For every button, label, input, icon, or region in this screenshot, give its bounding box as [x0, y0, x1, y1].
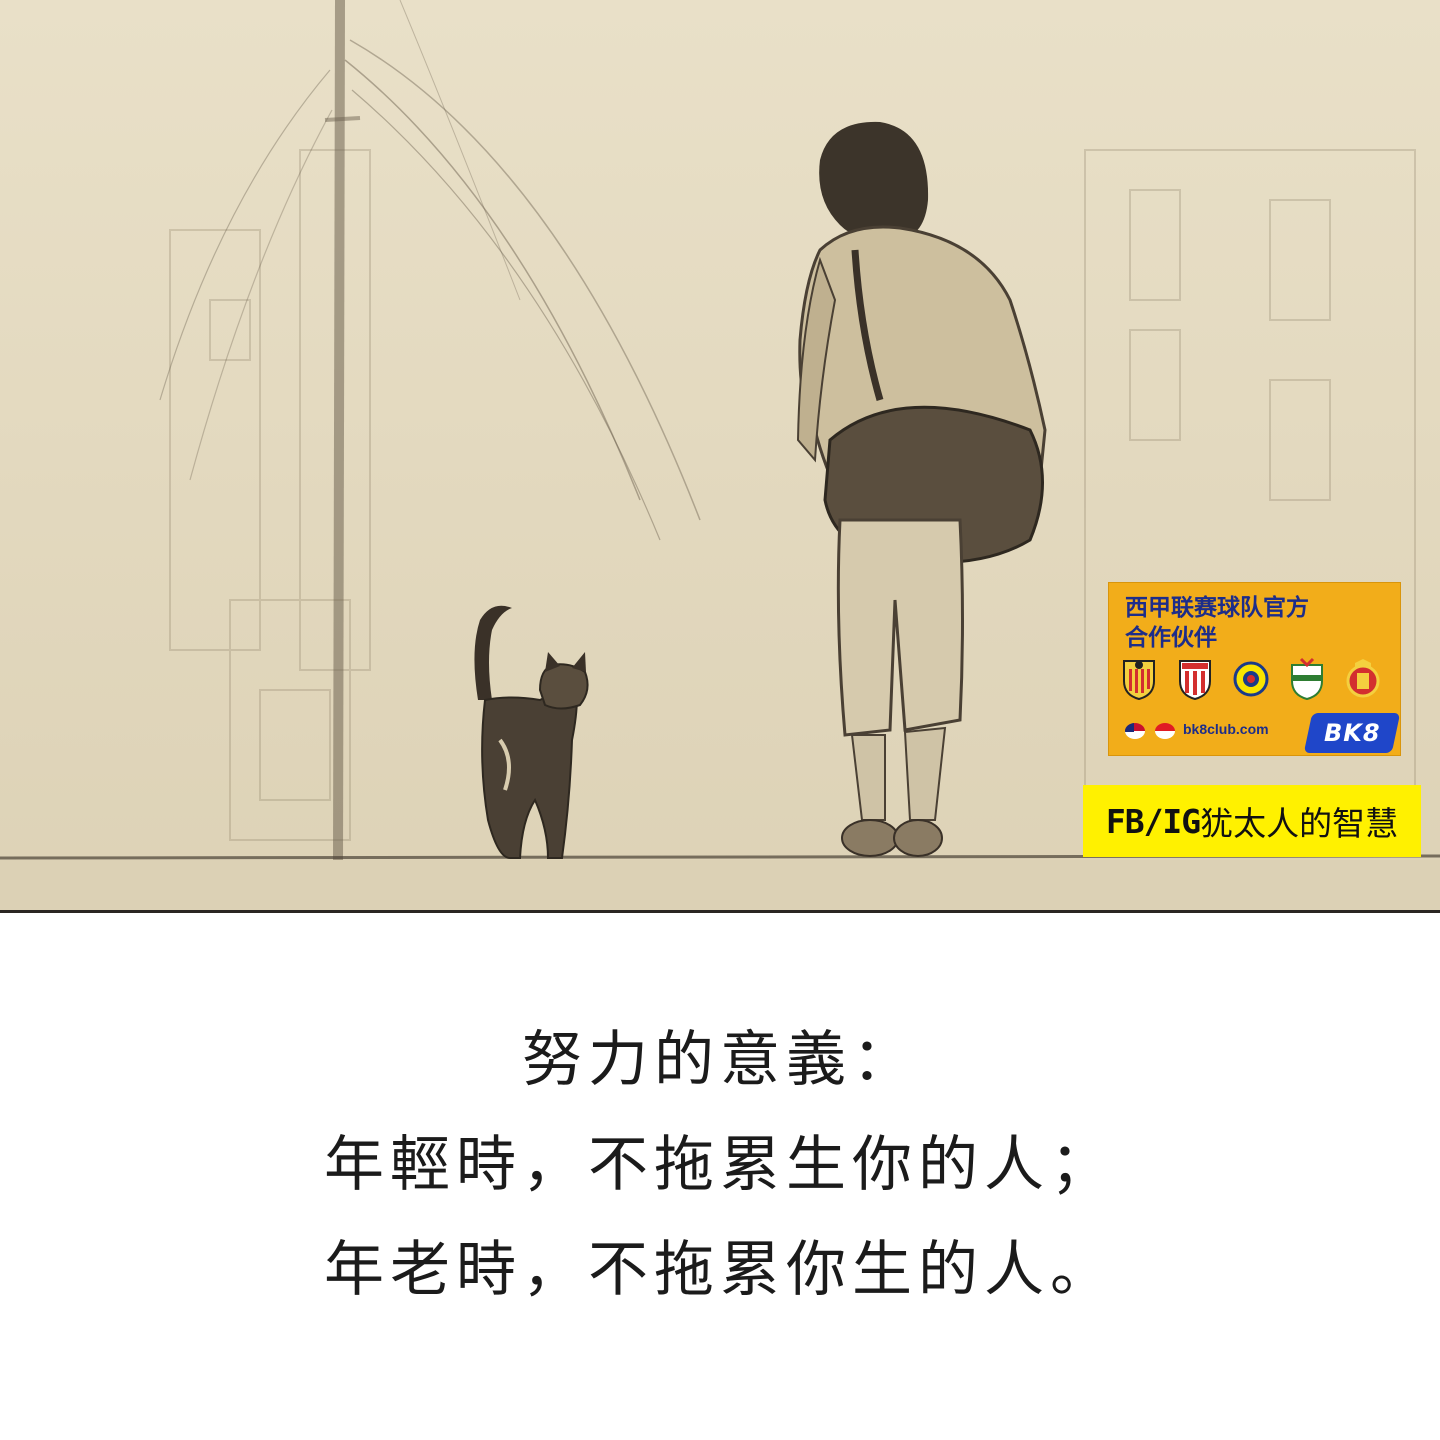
- illustration: [0, 0, 1440, 912]
- ad-title: 西甲联赛球队官方 合作伙伴: [1125, 593, 1395, 653]
- quote-line-2: 年輕時，不拖累生你的人；: [324, 1130, 1116, 1200]
- ad-footer: bk8club.com BK8: [1109, 711, 1402, 755]
- mallorca-crest-icon: [1346, 659, 1380, 698]
- villarreal-crest-icon: [1233, 661, 1269, 697]
- singapore-flag-icon: [1155, 723, 1175, 739]
- quote-line-3: 年老時，不拖累你生的人。: [324, 1235, 1116, 1305]
- quote-line-1: 努力的意義：: [522, 1025, 918, 1095]
- club-crests: [1121, 657, 1391, 703]
- illustration-divider: [0, 910, 1440, 913]
- ad-url[interactable]: bk8club.com: [1183, 721, 1269, 737]
- source-name: 犹太人的智慧: [1200, 804, 1399, 843]
- sketch-person-and-cat-icon: [0, 0, 1440, 912]
- valencia-crest-icon: [1123, 660, 1155, 701]
- ad-title-line2: 合作伙伴: [1125, 625, 1217, 651]
- bk8-logo: BK8: [1303, 713, 1401, 753]
- quote-text: 努力的意義： 年輕時，不拖累生你的人； 年老時，不拖累你生的人。: [0, 1008, 1440, 1323]
- bk8-logo-text: BK8: [1323, 719, 1381, 747]
- ad-title-line1: 西甲联赛球队官方: [1125, 595, 1309, 621]
- sponsor-ad-banner[interactable]: 西甲联赛球队官方 合作伙伴 b: [1108, 582, 1401, 756]
- elche-crest-icon: [1291, 657, 1323, 701]
- source-badge: FB/IG 犹太人的智慧: [1083, 785, 1421, 857]
- malaysia-flag-icon: [1125, 723, 1145, 739]
- source-prefix: FB/IG: [1105, 801, 1201, 841]
- athletic-club-crest-icon: [1179, 660, 1211, 701]
